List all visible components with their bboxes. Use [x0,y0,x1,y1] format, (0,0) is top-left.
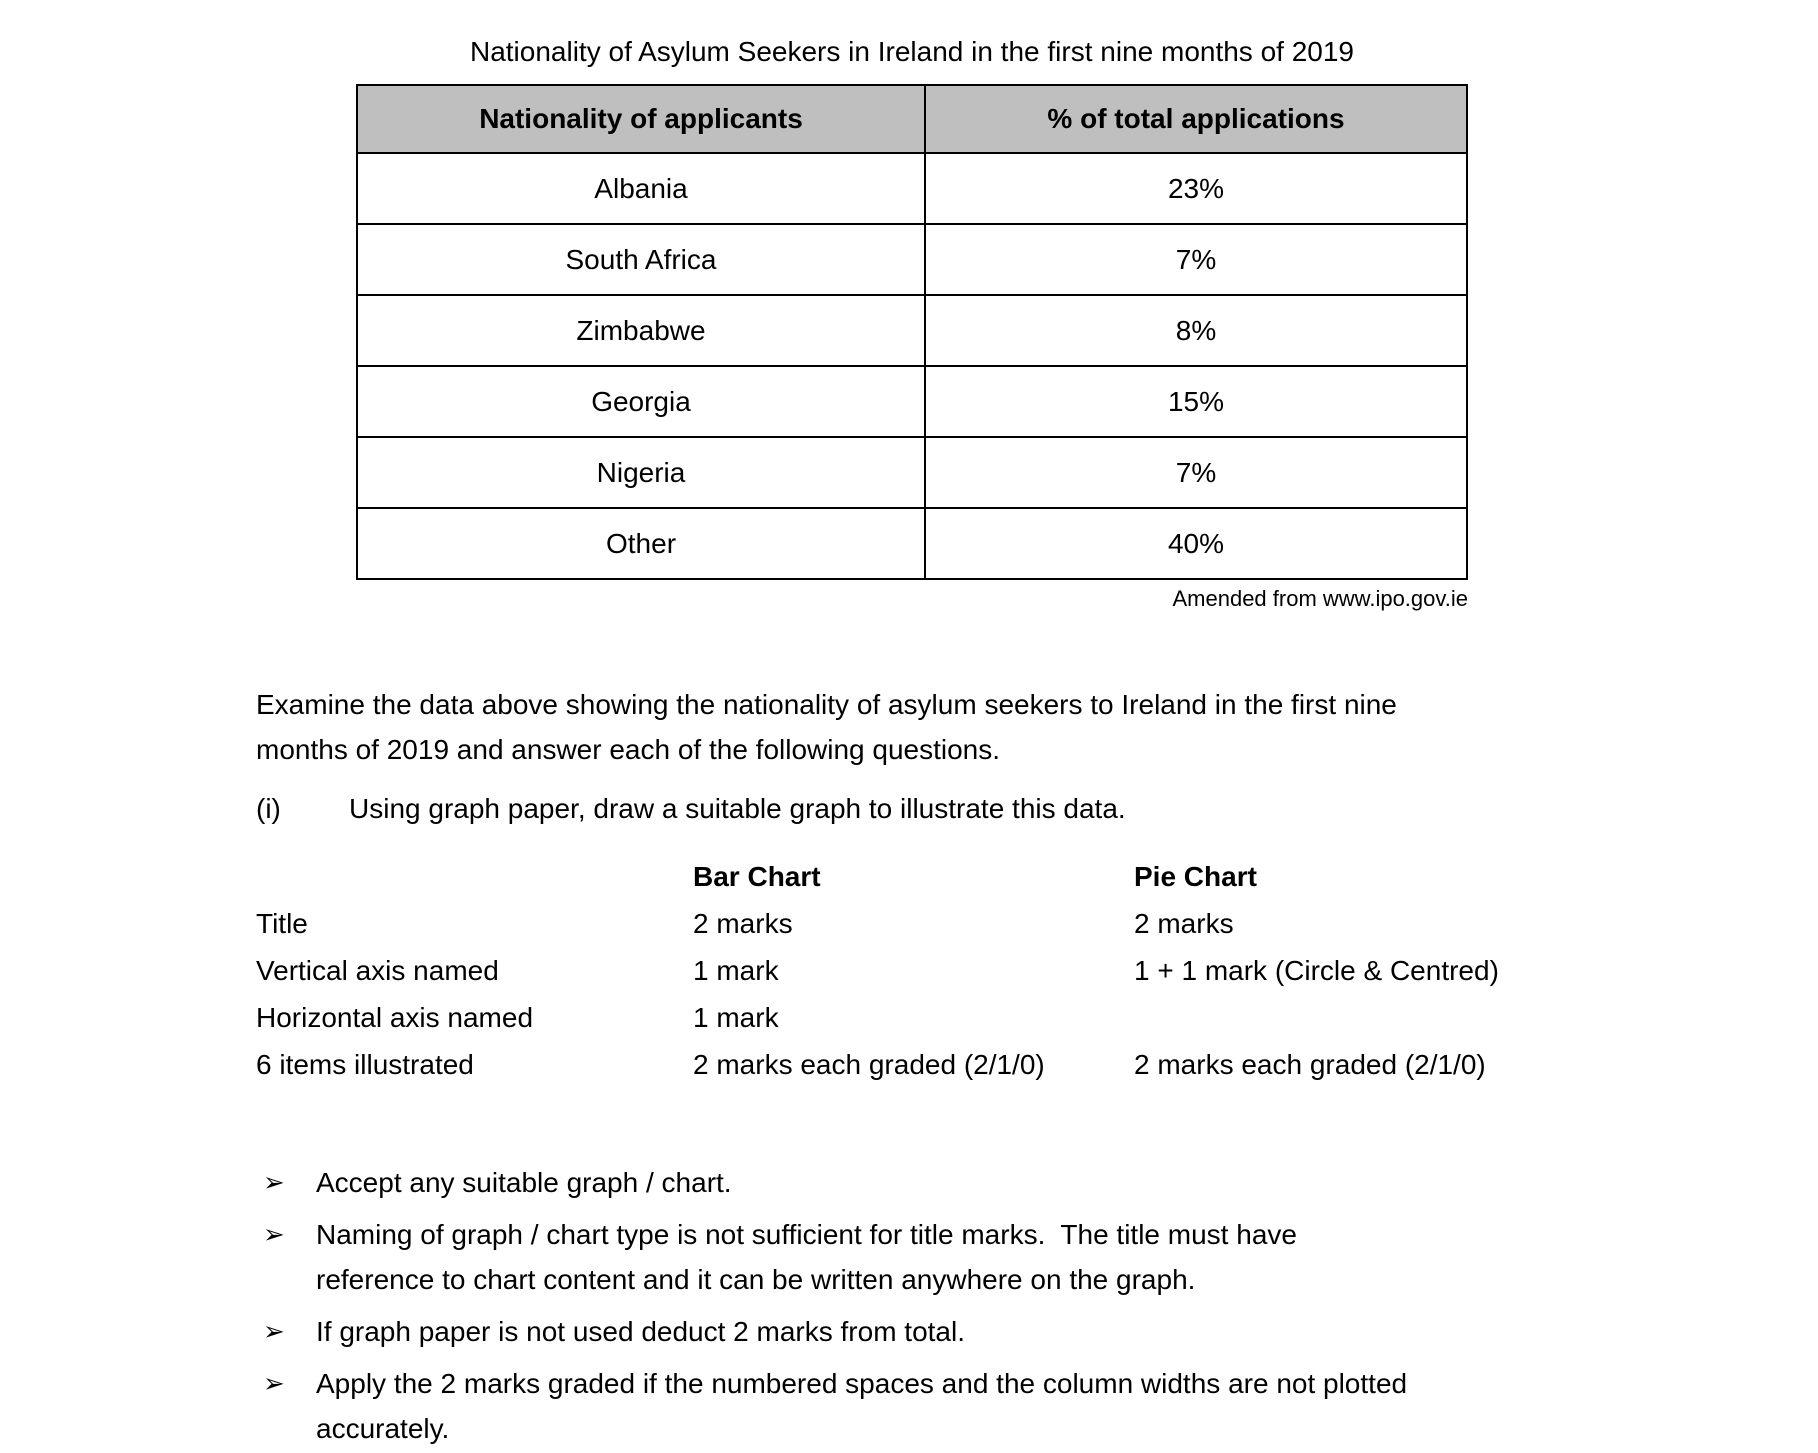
cell-nationality: Albania [356,152,926,225]
arrow-bullet-icon: ➢ [263,1368,285,1398]
grid-bar-value: 1 mark [693,955,779,986]
table-row: Zimbabwe 8% [356,294,1468,367]
note-item: ➢ If graph paper is not used deduct 2 ma… [263,1309,1743,1354]
table-body: Albania 23% South Africa 7% Zimbabwe 8% … [356,152,1468,580]
cell-nationality: Other [356,507,926,580]
question-text: Using graph paper, draw a suitable graph… [349,793,1126,824]
question-label: (i) [256,793,281,824]
arrow-bullet-icon: ➢ [263,1316,285,1346]
cell-nationality: Zimbabwe [356,294,926,367]
grid-bar-value: 2 marks each graded (2/1/0) [693,1049,1045,1080]
note-item: ➢ Naming of graph / chart type is not su… [263,1212,1743,1302]
grid-row-label: Horizontal axis named [256,1002,534,1033]
note-item: ➢ Accept any suitable graph / chart. [263,1160,1743,1205]
note-text: Apply the 2 marks graded if the numbered… [316,1368,1408,1444]
table-row: South Africa 7% [356,223,1468,296]
arrow-bullet-icon: ➢ [263,1219,285,1249]
table-row: Nigeria 7% [356,436,1468,509]
grid-header-bar-chart: Bar Chart [693,861,821,892]
grid-pie-value: 2 marks [1134,908,1234,939]
grid-pie-value: 2 marks each graded (2/1/0) [1134,1049,1486,1080]
grid-header-pie-chart: Pie Chart [1134,861,1257,892]
col-header-nationality: Nationality of applicants [356,84,926,154]
note-item: ➢ Apply the 2 marks graded if the number… [263,1361,1743,1451]
note-text: If graph paper is not used deduct 2 mark… [316,1316,966,1347]
table-row: Albania 23% [356,152,1468,225]
cell-percent: 40% [924,507,1468,580]
marker-notes: ➢ Accept any suitable graph / chart. ➢ N… [263,1160,1743,1451]
table-row: Georgia 15% [356,365,1468,438]
table-header-row: Nationality of applicants % of total app… [356,84,1468,154]
cell-percent: 7% [924,223,1468,296]
table-header: Nationality of applicants % of total app… [356,84,1468,154]
grid-bar-value: 1 mark [693,1002,779,1033]
grid-bar-value: 2 marks [693,908,793,939]
cell-nationality: South Africa [356,223,926,296]
cell-percent: 15% [924,365,1468,438]
col-header-percent: % of total applications [924,84,1468,154]
arrow-bullet-icon: ➢ [263,1167,285,1197]
document-page: Nationality of Asylum Seekers in Ireland… [0,34,1818,1451]
cell-percent: 8% [924,294,1468,367]
note-text: Accept any suitable graph / chart. [316,1167,732,1198]
table-title: Nationality of Asylum Seekers in Ireland… [469,36,1355,67]
cell-percent: 7% [924,436,1468,509]
grid-row-label: Title [256,908,308,939]
source-note: Amended from www.ipo.gov.ie [1172,586,1468,611]
marking-grid: Bar Chart Pie Chart Title 2 marks 2 mark… [256,853,1818,1088]
table-row: Other 40% [356,507,1468,580]
cell-percent: 23% [924,152,1468,225]
cell-nationality: Nigeria [356,436,926,509]
nationality-table: Nationality of applicants % of total app… [356,84,1468,580]
grid-row-label: 6 items illustrated [256,1049,474,1080]
grid-spacer [256,853,693,900]
question-line: (i) Using graph paper, draw a suitable gr… [256,786,1818,831]
grid-row-label: Vertical axis named [256,955,499,986]
note-text: Naming of graph / chart type is not suff… [316,1219,1297,1295]
grid-pie-value: 1 + 1 mark (Circle & Centred) [1134,955,1499,986]
examine-paragraph: Examine the data above showing the natio… [256,689,1397,765]
grid-pie-value [1134,994,1754,1041]
cell-nationality: Georgia [356,365,926,438]
